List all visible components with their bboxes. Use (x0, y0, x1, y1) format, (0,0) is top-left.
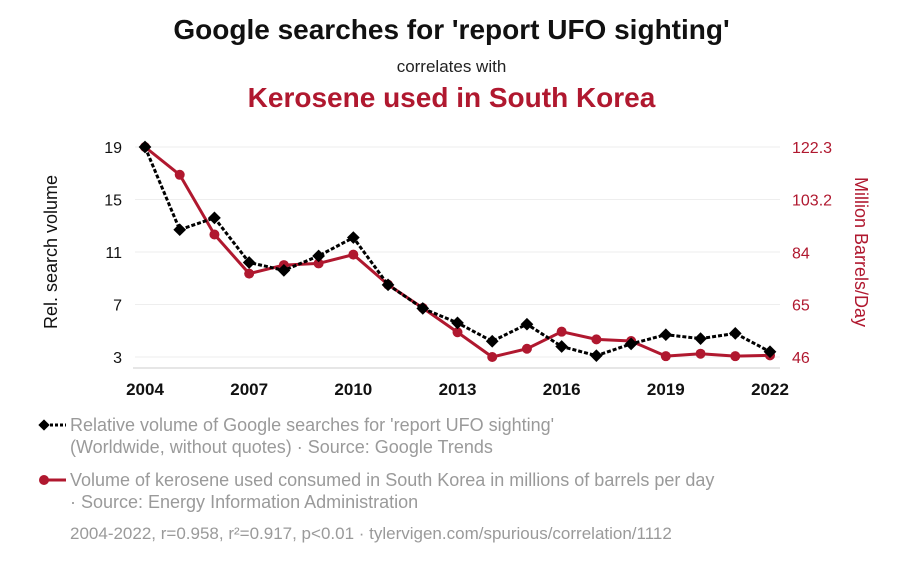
data-point-ufo (277, 264, 291, 277)
data-point-kerosene (521, 343, 532, 354)
series-group (138, 140, 777, 363)
data-point-ufo (138, 140, 152, 154)
chart-footer: 2004-2022, r=0.958, r²=0.917, p<0.01 · t… (70, 524, 672, 543)
x-tick-label: 2010 (334, 380, 372, 399)
data-point-ufo (381, 278, 395, 292)
y-tick-label-right: 84 (792, 245, 810, 262)
y-tick-label-left: 11 (105, 245, 122, 262)
y-tick-label-left: 7 (113, 298, 122, 315)
data-point-kerosene (660, 351, 671, 362)
line-chart: 3 7 11 15 19 46 65 84 103.2 122.3 2004 2007 2010 2013… (41, 140, 871, 399)
y-tick-label-right: 103.2 (792, 193, 832, 210)
legend-source-ufo: (Worldwide, without quotes) · Source: Go… (70, 437, 493, 457)
data-point-kerosene (556, 326, 567, 337)
chart-title-secondary: Kerosene used in South Korea (247, 82, 656, 113)
data-point-ufo (451, 316, 464, 330)
data-point-kerosene (313, 258, 324, 269)
data-point-ufo (208, 211, 221, 225)
data-point-ufo (173, 223, 187, 237)
data-point-kerosene (174, 169, 185, 180)
x-tick-label: 2013 (439, 380, 477, 399)
data-point-kerosene (452, 327, 463, 338)
x-tick-label: 2022 (751, 380, 789, 399)
data-point-ufo (659, 328, 673, 342)
data-point-ufo (485, 334, 499, 348)
legend-marker-ufo (38, 419, 66, 431)
data-point-ufo (312, 249, 325, 263)
data-point-kerosene (730, 351, 741, 362)
data-point-ufo (728, 327, 742, 340)
data-point-kerosene (487, 352, 498, 362)
data-point-kerosene (244, 268, 255, 279)
legend-text-kerosene: Volume of kerosene used consumed in Sout… (70, 470, 715, 490)
legend-marker-kerosene (39, 475, 66, 485)
data-point-ufo (242, 256, 256, 269)
y-tick-label-right: 122.3 (792, 140, 832, 157)
y-tick-label-left: 19 (104, 140, 122, 157)
legend-source-kerosene: · Source: Energy Information Administrat… (70, 492, 419, 512)
legend-text-ufo: Relative volume of Google searches for '… (70, 415, 555, 435)
x-tick-label: 2004 (126, 380, 164, 399)
chart-subtitle: correlates with (396, 57, 507, 76)
y-tick-label-left: 3 (113, 350, 122, 367)
data-point-kerosene (209, 229, 220, 240)
data-point-kerosene (695, 348, 706, 359)
data-point-ufo (416, 302, 430, 315)
tick-labels: 3 7 11 15 19 46 65 84 103.2 122.3 2004 2007 2010 2013… (104, 140, 832, 399)
x-tick-label: 2007 (230, 380, 268, 399)
y-axis-label-left: Rel. search volume (41, 175, 61, 329)
y-tick-label-right: 65 (792, 298, 810, 315)
data-point-ufo (694, 332, 707, 345)
x-tick-label: 2016 (543, 380, 581, 399)
data-point-ufo (590, 349, 603, 363)
y-tick-label-right: 46 (792, 350, 810, 367)
chart-title: Google searches for 'report UFO sighting… (173, 14, 730, 45)
y-tick-label-left: 15 (104, 193, 122, 210)
data-point-ufo (346, 231, 360, 244)
x-tick-label: 2019 (647, 380, 685, 399)
data-point-kerosene (591, 334, 602, 345)
y-axis-label-right: Million Barrels/Day (851, 177, 871, 327)
data-point-kerosene (348, 249, 359, 260)
